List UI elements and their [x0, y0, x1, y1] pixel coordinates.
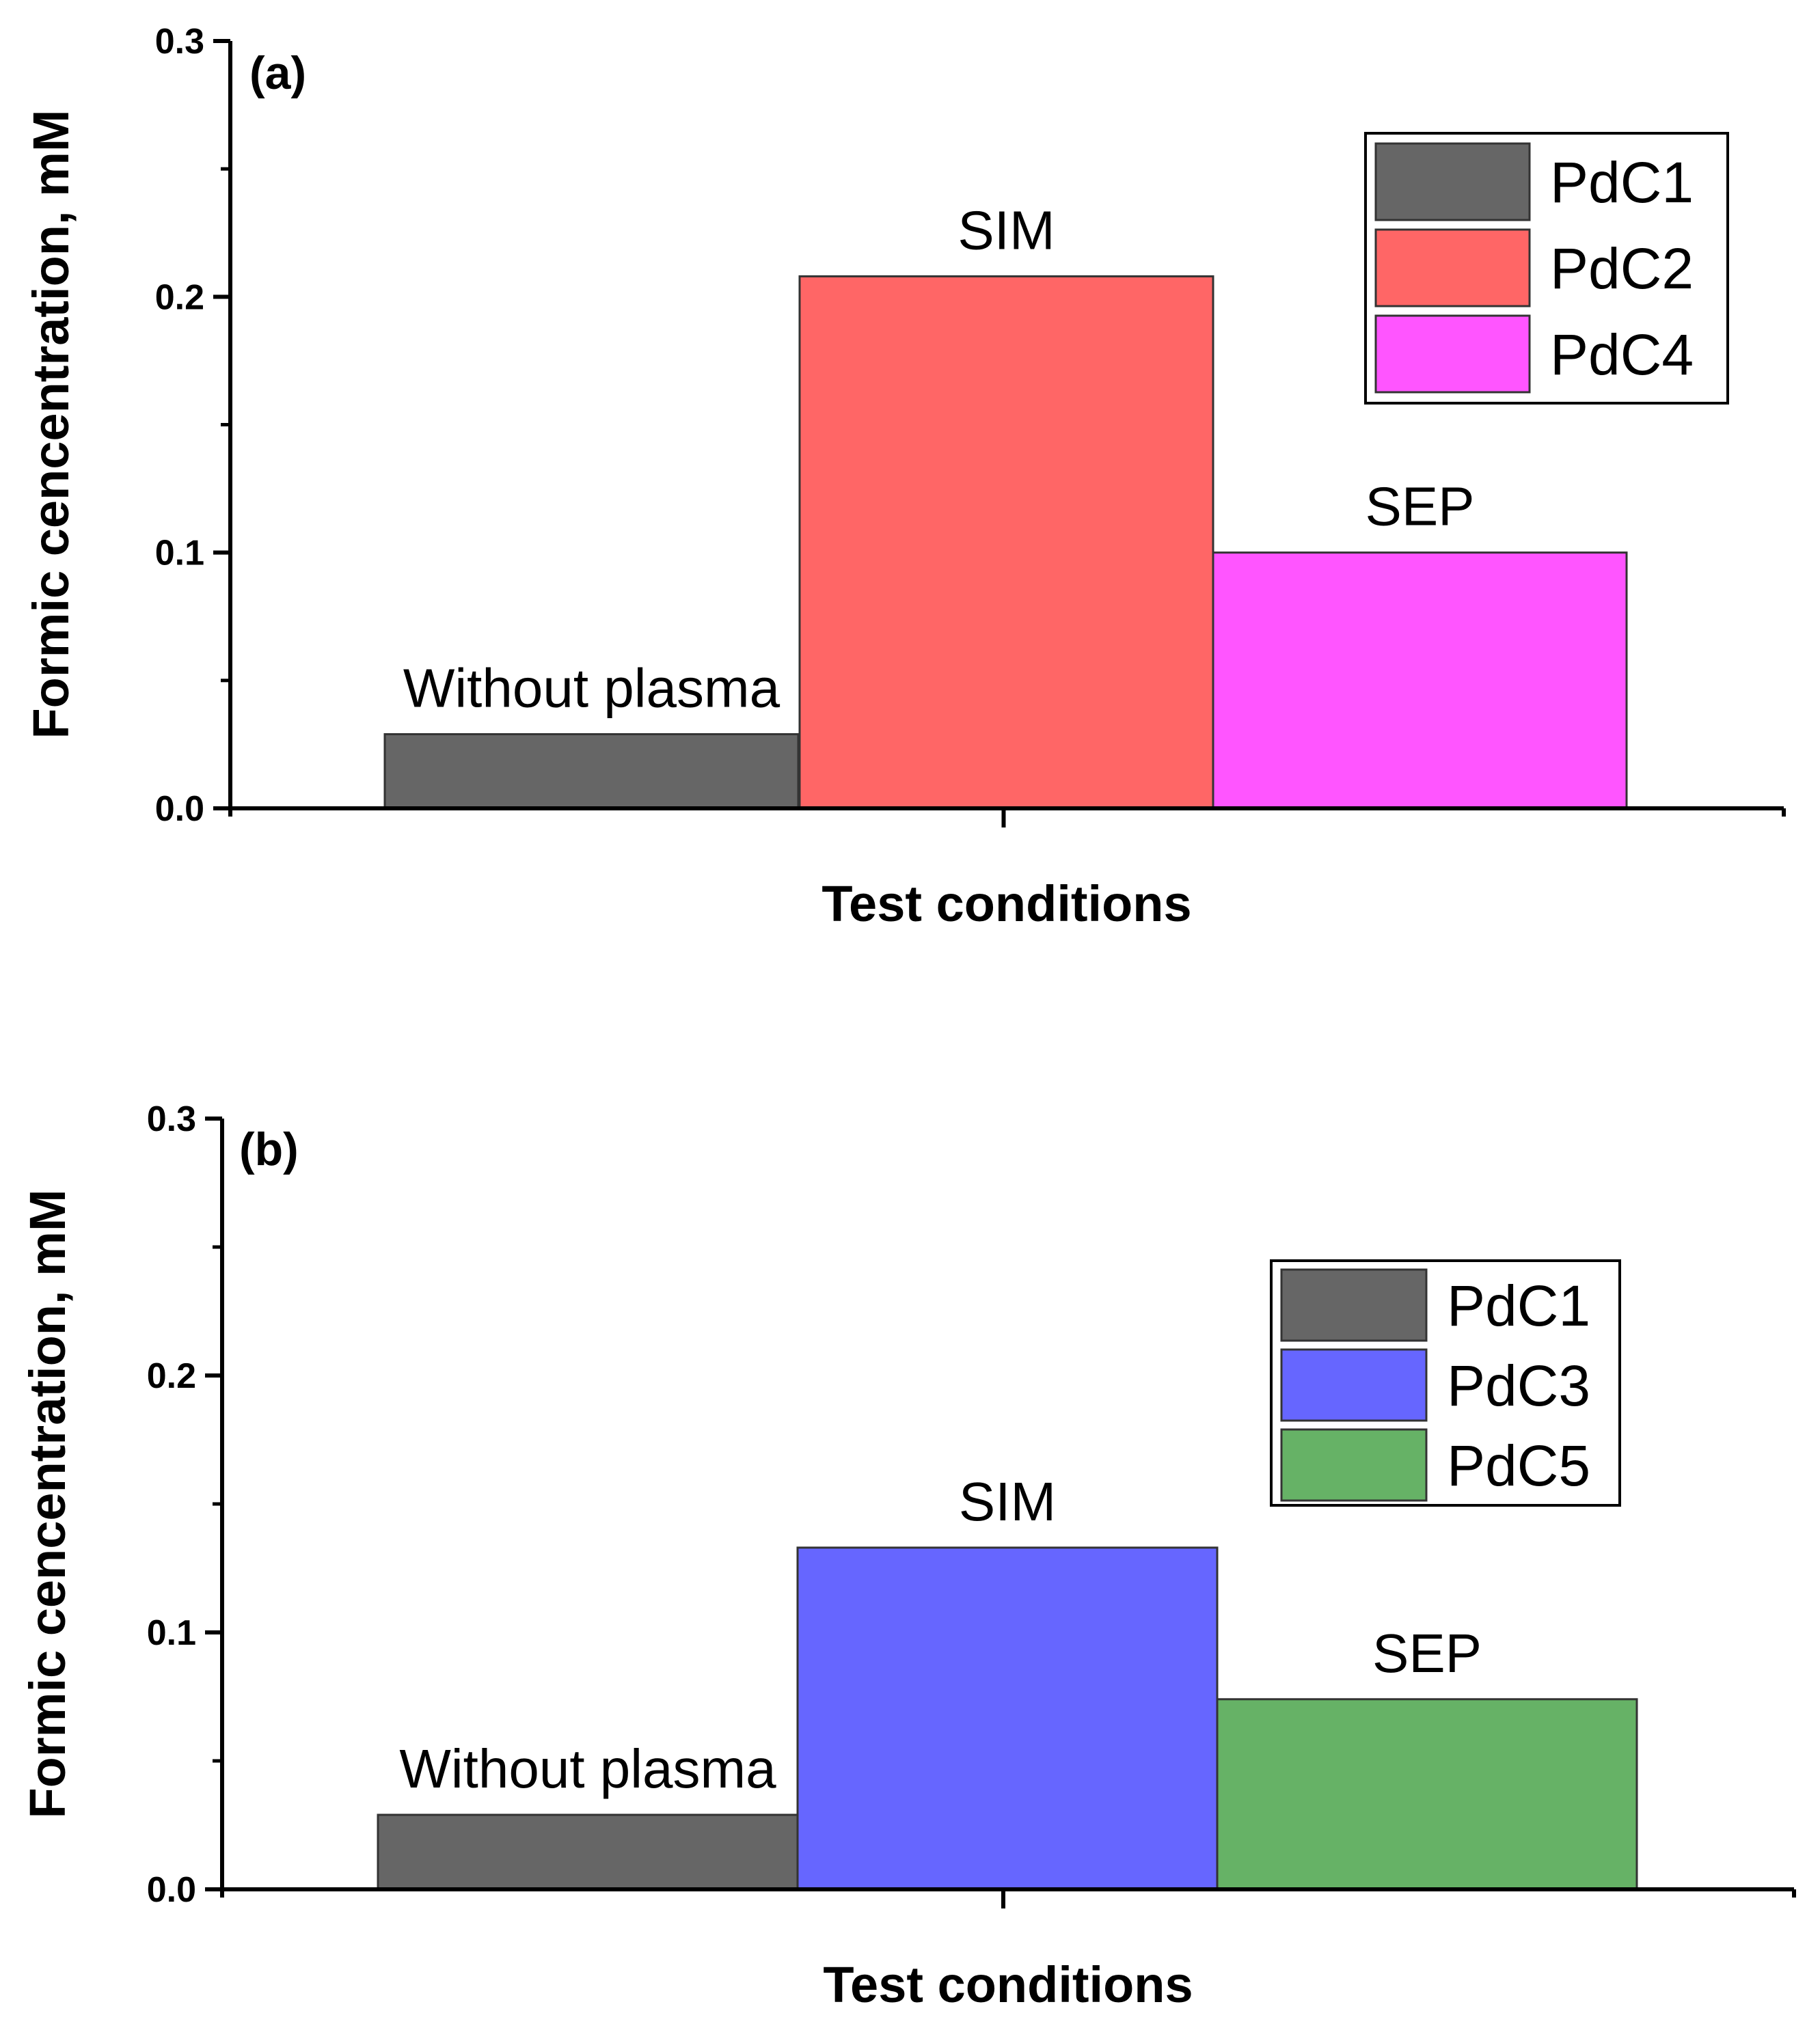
- legend-swatch-pdc1: [1374, 142, 1531, 221]
- legend-label-pdc2: PdC2: [1550, 236, 1694, 301]
- bar-pdc3: [796, 1546, 1219, 1891]
- legend-swatch-pdc5: [1280, 1428, 1428, 1502]
- y-tick-label: 0.1: [155, 534, 204, 573]
- bar-pdc4: [1212, 551, 1628, 810]
- y-tick-label: 0.3: [147, 1099, 196, 1139]
- bar-pdc5: [1216, 1698, 1638, 1891]
- y-tick-label: 0.0: [155, 789, 204, 829]
- bar-pdc1: [377, 1813, 799, 1891]
- bar-label-without-plasma: Without plasma: [399, 1738, 776, 1799]
- legend-swatch-pdc1: [1280, 1268, 1428, 1342]
- legend-label-pdc1: PdC1: [1447, 1274, 1590, 1338]
- bar-label-sep: SEP: [1372, 1623, 1482, 1684]
- panel-label: (a): [249, 47, 306, 99]
- y-axis-title: Formic cencentration, mM: [23, 109, 79, 739]
- bar-label-sim: SIM: [957, 200, 1055, 260]
- bar-label-sep: SEP: [1365, 476, 1474, 537]
- legend-label-pdc5: PdC5: [1447, 1434, 1590, 1498]
- legend-swatch-pdc4: [1374, 314, 1531, 394]
- legend-swatch-pdc3: [1280, 1348, 1428, 1422]
- legend-swatch-pdc2: [1374, 228, 1531, 307]
- bar-pdc1: [383, 733, 800, 810]
- bar-label-without-plasma: Without plasma: [403, 657, 780, 718]
- legend-label-pdc4: PdC4: [1550, 323, 1694, 387]
- legend-label-pdc3: PdC3: [1447, 1354, 1590, 1418]
- panel-label: (b): [239, 1123, 299, 1175]
- x-axis-title: Test conditions: [823, 1956, 1193, 2013]
- legend-label-pdc1: PdC1: [1550, 150, 1694, 215]
- bar-pdc2: [798, 275, 1214, 810]
- y-tick-label: 0.3: [155, 22, 204, 61]
- bar-label-sim: SIM: [959, 1471, 1056, 1532]
- y-tick-label: 0.2: [147, 1356, 196, 1396]
- x-axis-title: Test conditions: [821, 875, 1191, 932]
- y-tick-label: 0.0: [147, 1870, 196, 1910]
- y-tick-label: 0.1: [147, 1613, 196, 1653]
- y-tick-label: 0.2: [155, 277, 204, 317]
- y-axis-title: Formic cencentration, mM: [19, 1189, 76, 1818]
